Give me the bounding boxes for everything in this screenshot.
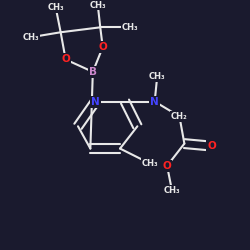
Text: O: O [61, 54, 70, 64]
Text: O: O [163, 161, 172, 171]
Text: CH₂: CH₂ [171, 112, 188, 121]
Text: O: O [207, 141, 216, 151]
Text: CH₃: CH₃ [142, 159, 158, 168]
Text: CH₃: CH₃ [164, 186, 180, 195]
Text: CH₃: CH₃ [122, 23, 138, 32]
Text: CH₃: CH₃ [90, 0, 106, 10]
Text: O: O [98, 42, 107, 52]
Text: N: N [91, 96, 100, 106]
Text: N: N [150, 96, 159, 106]
Text: B: B [89, 67, 97, 77]
Text: CH₃: CH₃ [48, 3, 64, 12]
Text: CH₃: CH₃ [149, 72, 166, 81]
Text: CH₃: CH₃ [23, 33, 39, 42]
